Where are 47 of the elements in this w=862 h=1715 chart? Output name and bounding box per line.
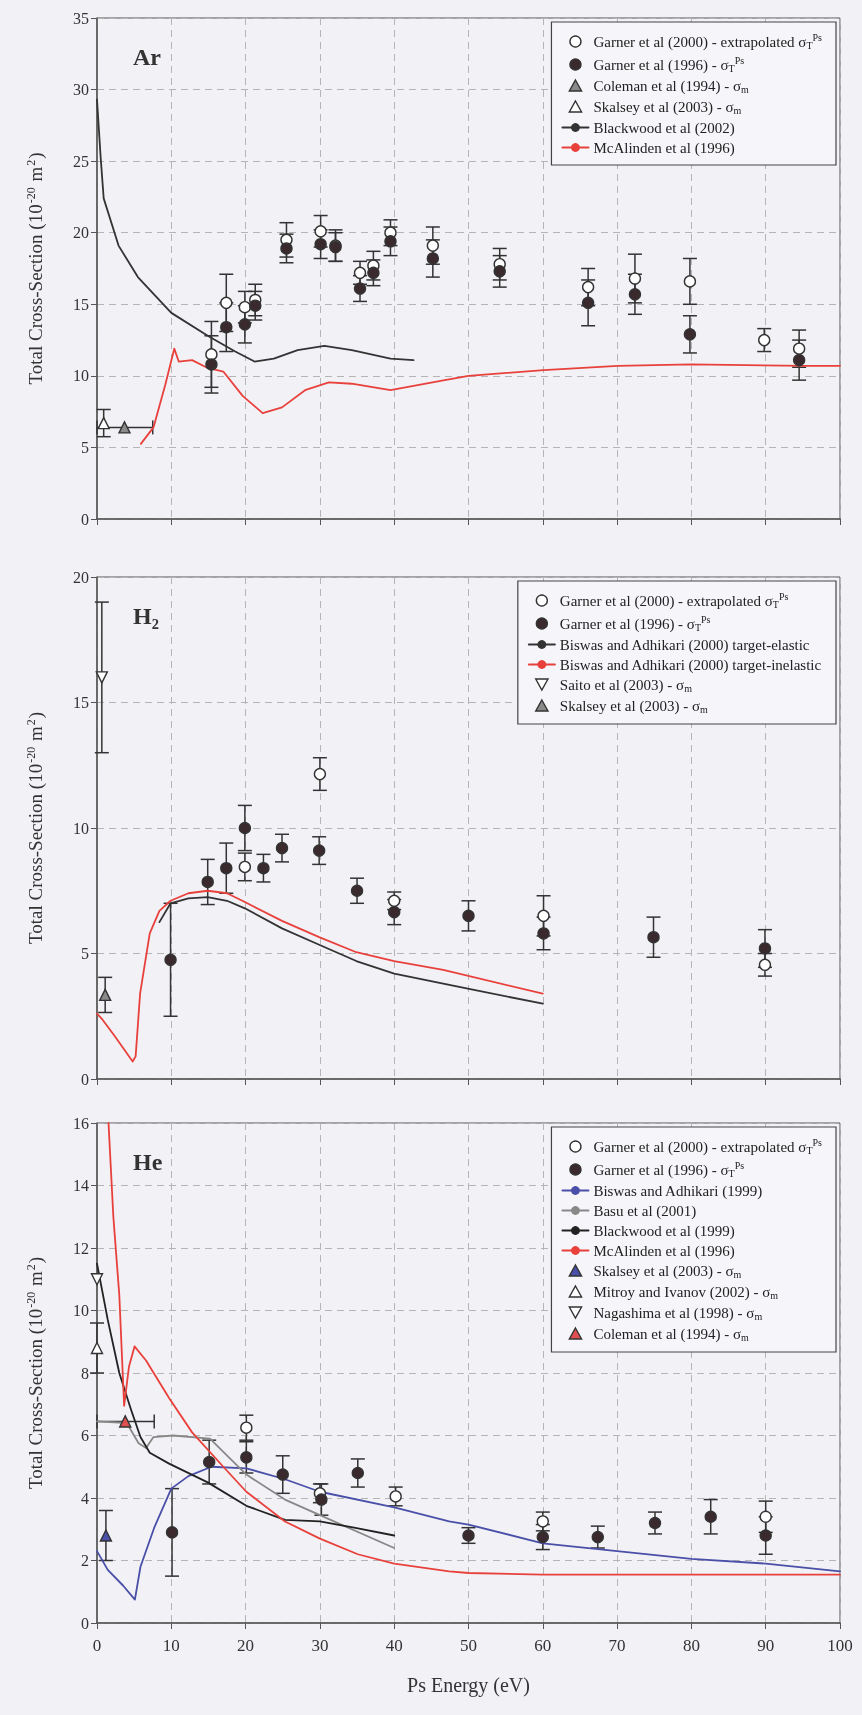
y-axis-title: Total Cross-Section (10-20 m2): [24, 152, 47, 385]
y-tick-label: 4: [81, 1489, 89, 1507]
legend-label: Biswas and Adhikari (2000) target-inelastic: [559, 656, 822, 674]
x-tick-label: 20: [237, 1636, 255, 1655]
y-tick-label: 12: [73, 1239, 89, 1257]
y-tick-label: 15: [73, 295, 89, 313]
y-tick-label: 6: [81, 1427, 89, 1444]
legend-label: Biswas and Adhikari (2000) target-elastic: [559, 636, 810, 654]
legend-label: Biswas and Adhikari (1999): [593, 1182, 763, 1200]
legend-label: Basu et al (2001): [593, 1202, 697, 1220]
y-tick-label: 20: [73, 568, 89, 586]
y-tick-label: 0: [81, 510, 89, 528]
x-tick-label: 40: [385, 1636, 403, 1655]
y-tick-label: 5: [81, 945, 89, 962]
y-tick-label: 8: [81, 1364, 89, 1382]
y-axis-title: Total Cross-Section (10-20 m2): [24, 711, 47, 945]
text: He: [133, 1149, 163, 1175]
y-tick-label: 35: [73, 9, 89, 27]
text: H₂: [133, 603, 159, 629]
y-tick-label: 16: [73, 1114, 89, 1132]
x-tick-label: 80: [682, 1636, 700, 1655]
y-tick-label: 20: [73, 224, 89, 242]
legend-label: McAlinden et al (1996): [593, 139, 735, 157]
x-axis-title: Ps Energy (eV): [407, 1674, 530, 1697]
legend-label: Blackwood et al (1999): [593, 1222, 735, 1240]
y-tick-label: 0: [81, 1070, 89, 1088]
x-tick-label: 10: [162, 1636, 180, 1655]
y-tick-label: 10: [73, 367, 89, 385]
y-tick-label: 25: [73, 152, 89, 170]
x-tick-label: 90: [757, 1636, 775, 1655]
y-axis-title: Total Cross-Section (10-20 m2): [24, 1256, 47, 1490]
y-tick-label: 0: [81, 1614, 89, 1632]
x-tick-label: 30: [311, 1636, 329, 1655]
y-tick-label: 15: [73, 694, 89, 711]
y-tick-label: 10: [73, 1302, 89, 1319]
x-tick-label: 60: [534, 1636, 552, 1655]
y-tick-label: 14: [73, 1177, 89, 1194]
y-tick-label: 2: [81, 1552, 89, 1569]
legend-label: McAlinden et al (1996): [593, 1242, 735, 1260]
x-tick-label: 50: [460, 1636, 477, 1655]
y-tick-label: 10: [73, 819, 89, 837]
x-tick-label: 100: [827, 1636, 853, 1655]
legend-label: Blackwood et al (2002): [593, 119, 735, 137]
y-tick-label: 5: [81, 438, 89, 456]
x-tick-label: 70: [608, 1636, 626, 1655]
text: Ar: [133, 44, 162, 70]
y-tick-label: 30: [73, 81, 89, 99]
